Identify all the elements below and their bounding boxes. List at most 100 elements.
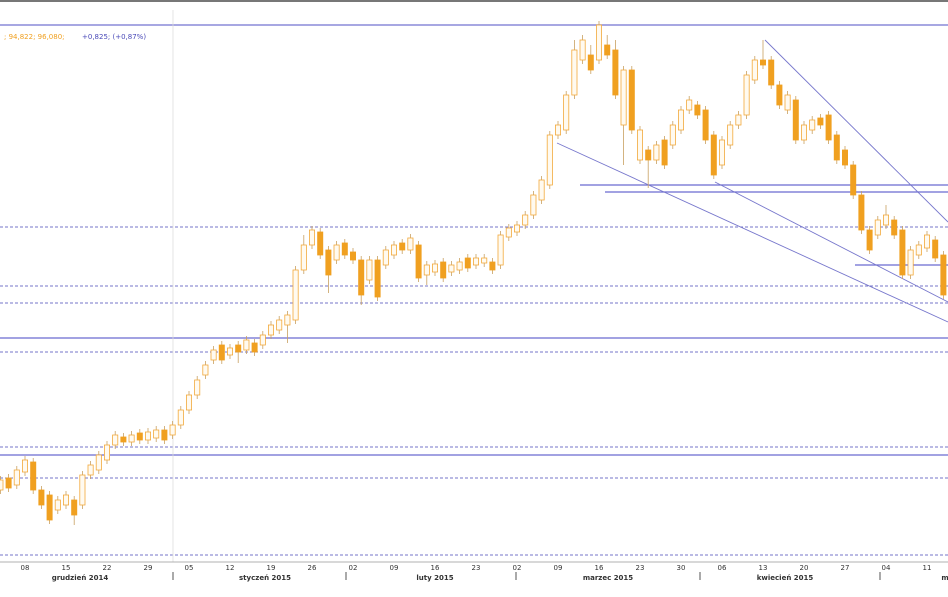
candle-up [809,119,816,131]
candle-up [637,129,644,161]
candle-down [710,134,717,176]
candle-up [497,234,504,266]
candle-down [776,84,783,106]
candle-up [210,349,217,361]
candle-down [489,261,496,271]
candle-up [784,94,791,111]
candle-down [604,44,611,56]
candle-up [185,394,192,411]
candle-down [161,429,168,441]
month-label: styczeń 2015 [239,574,291,582]
trend-line [764,39,948,223]
x-tick-label: 16 [595,564,604,572]
header-price: ; 94,822; 96,080; [4,33,65,41]
candle-up [153,429,160,439]
candle-up [300,244,307,271]
candle-up [907,249,914,276]
candle-up [743,74,750,116]
candle-up [128,434,135,443]
candle-up [104,444,111,461]
candle-down [399,242,406,251]
candle-down [850,164,857,196]
candle-down [218,344,225,361]
x-tick-label: 27 [841,564,850,572]
candle-up [390,244,397,256]
x-tick-label: 13 [759,564,768,572]
candle-up [202,364,209,376]
candle-up [0,479,4,491]
month-label: luty 2015 [416,574,453,582]
candle-down [136,432,143,441]
candle-down [661,139,668,166]
candle-up [292,269,299,321]
candle-up [112,434,119,446]
candle-up [194,379,201,396]
candle-down [940,254,947,296]
candle-down [645,149,652,161]
candle-up [522,214,529,226]
candle-up [79,474,86,506]
candle-down [792,99,799,141]
candle-down [932,239,939,259]
candle-down [349,251,356,261]
candle-up [63,494,70,506]
candle-down [858,194,865,231]
candle-up [54,499,61,511]
x-tick-label: 09 [390,564,399,572]
x-tick-label: 04 [882,564,891,572]
x-tick-label: 16 [431,564,440,572]
x-tick-label: 02 [513,564,522,572]
candle-up [653,144,660,161]
candle-up [596,24,603,61]
candle-up [144,431,151,441]
candle-up [620,69,627,126]
candle-down [612,49,619,96]
candle-down [5,477,12,489]
x-tick-label: 19 [267,564,276,572]
candle-up [924,234,931,249]
month-label: marzec 2015 [583,574,633,582]
month-label: m [941,574,948,582]
candle-down [38,489,45,506]
candle-up [308,229,315,246]
candle-up [456,261,463,271]
x-tick-label: 26 [308,564,317,572]
candle-up [727,124,734,146]
candle-down [899,229,906,276]
candle-down [325,249,332,276]
month-label: kwiecień 2015 [757,574,814,582]
trend-line [714,181,948,303]
candle-up [448,264,455,273]
x-tick-label: 30 [677,564,686,572]
candle-up [21,459,28,473]
candle-down [235,344,242,353]
candle-up [538,179,545,201]
candle-up [13,469,20,486]
candle-down [587,54,594,71]
candle-up [735,114,742,126]
candle-up [95,454,102,471]
candle-up [669,124,676,146]
candle-down [628,69,635,131]
candle-up [333,244,340,261]
x-tick-label: 12 [226,564,235,572]
candle-down [833,134,840,161]
x-tick-label: 20 [800,564,809,572]
x-tick-label: 06 [718,564,727,572]
candle-down [694,104,701,116]
candle-down [71,499,78,516]
candle-down [825,114,832,141]
candle-up [243,339,250,351]
x-tick-label: 23 [636,564,645,572]
month-label: grudzień 2014 [52,574,109,582]
candle-down [358,259,365,296]
candle-up [431,263,438,273]
candle-down [120,436,127,443]
x-tick-label: 02 [349,564,358,572]
candle-up [883,214,890,226]
candle-up [801,124,808,141]
candle-up [546,134,553,186]
candle-down [317,231,324,256]
x-tick-label: 29 [144,564,153,572]
